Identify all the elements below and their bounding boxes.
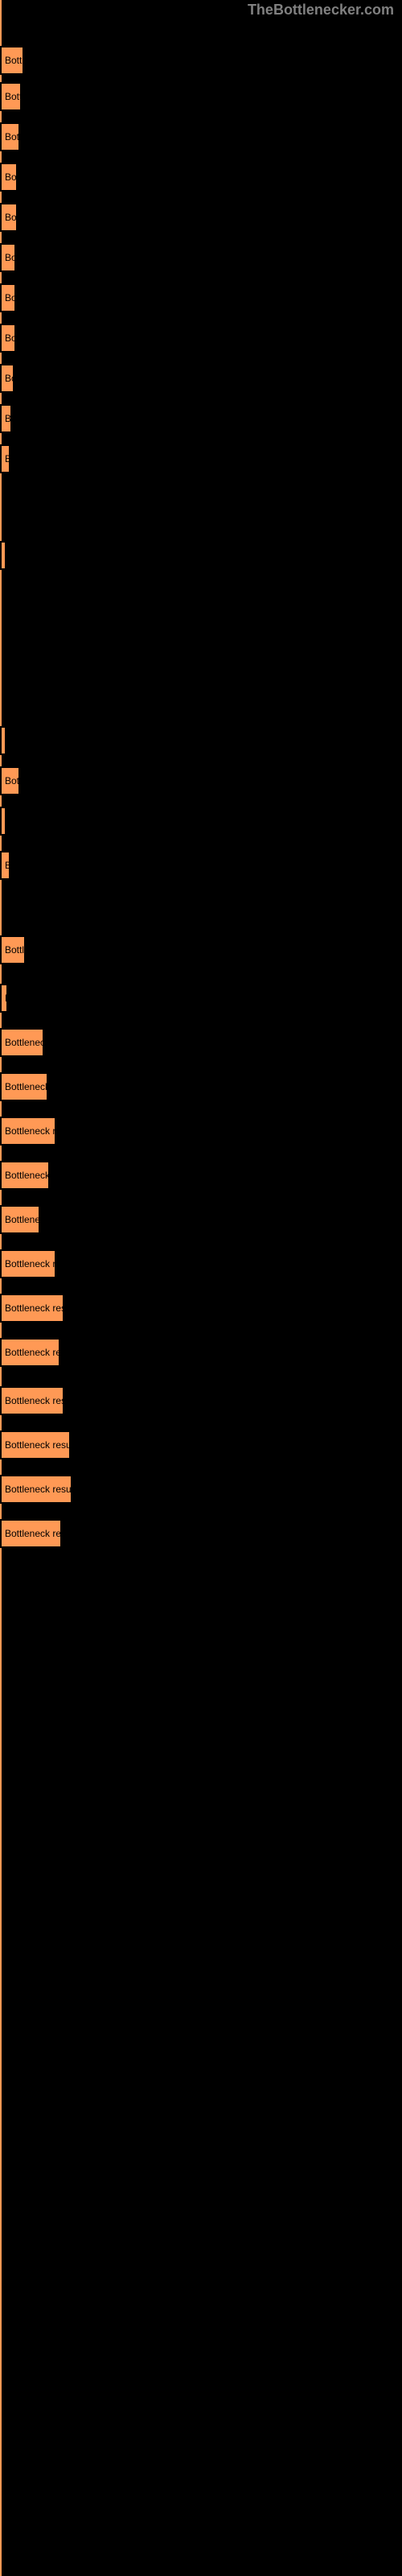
bar-row (0, 515, 6, 596)
bar-row: Bottleneck re (0, 1493, 62, 1574)
bar: B (0, 444, 10, 473)
bar (0, 541, 6, 570)
bar: B (0, 851, 10, 880)
bar-chart: BottBottBotBoBoBoBoBoBoBBBotBBottlBBottl… (0, 0, 402, 2576)
bar-row: B (0, 825, 10, 906)
bar-row: B (0, 419, 10, 499)
bar: Bottleneck re (0, 1519, 62, 1548)
